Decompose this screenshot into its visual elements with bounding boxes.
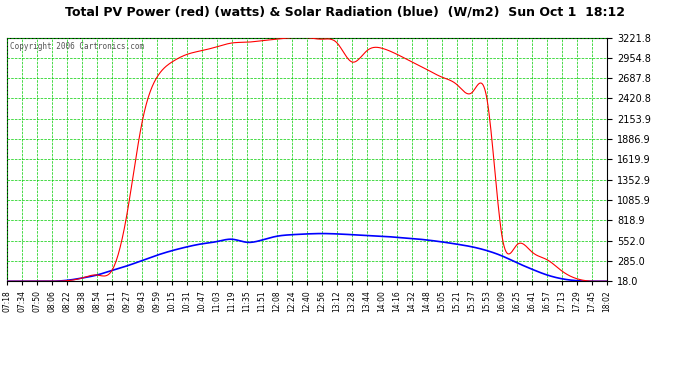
Text: Total PV Power (red) (watts) & Solar Radiation (blue)  (W/m2)  Sun Oct 1  18:12: Total PV Power (red) (watts) & Solar Rad… xyxy=(65,6,625,19)
Text: Copyright 2006 Cartronics.com: Copyright 2006 Cartronics.com xyxy=(10,42,144,51)
